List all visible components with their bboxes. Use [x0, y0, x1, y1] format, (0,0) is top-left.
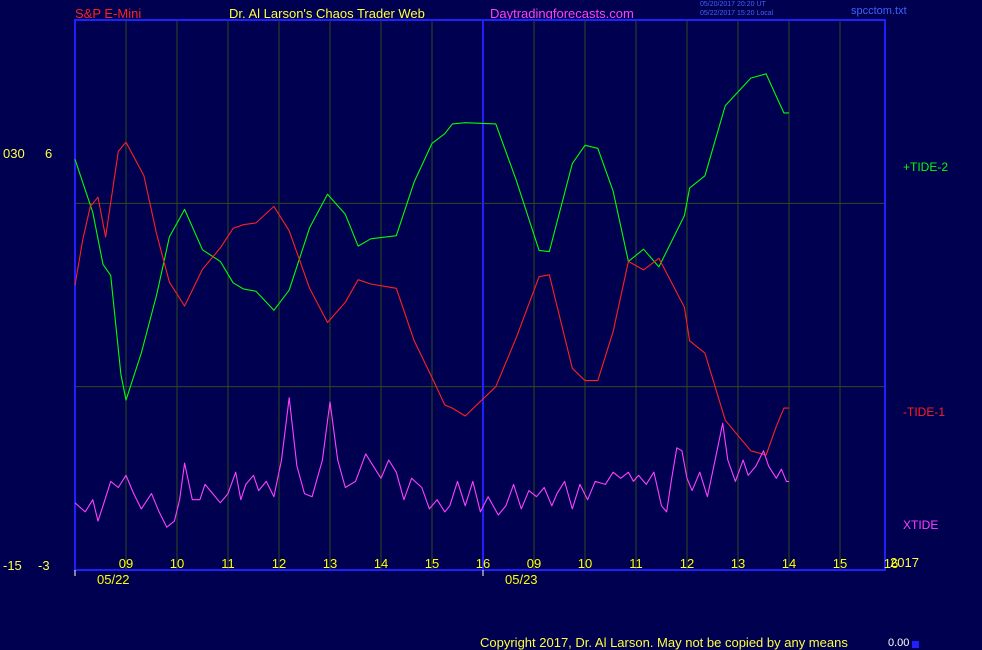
series-line-0 — [74, 73, 789, 401]
ut-timestamp: 05/20/2017 20:20 UT — [700, 1, 766, 8]
chart-title: Dr. Al Larson's Chaos Trader Web — [229, 6, 425, 21]
x-tick-label: 15 — [833, 556, 847, 571]
date-label: 05/23 — [505, 572, 538, 587]
left-axis-bottom-a: -15 — [3, 558, 22, 573]
x-tick-label: 10 — [578, 556, 592, 571]
tide1-legend: -TIDE-1 — [903, 405, 945, 419]
x-tick-label: 11 — [629, 556, 643, 571]
x-tick-label: 09 — [119, 556, 133, 571]
symbol-label: S&P E-Mini — [75, 6, 142, 21]
series-line-1 — [74, 141, 789, 456]
x-tick-label: 09 — [527, 556, 541, 571]
xtide-legend: XTIDE — [903, 518, 939, 532]
x-tick-label: 16 — [884, 556, 898, 571]
series-line-2 — [74, 397, 789, 528]
x-tick-label: 13 — [731, 556, 745, 571]
x-tick-label: 16 — [476, 556, 490, 571]
x-tick-label: 14 — [374, 556, 388, 571]
copyright-text: Copyright 2017, Dr. Al Larson. May not b… — [480, 635, 848, 650]
x-tick-label: 13 — [323, 556, 337, 571]
date-label: 05/22 — [97, 572, 130, 587]
x-tick-label: 12 — [680, 556, 694, 571]
left-axis-bottom-b: -3 — [38, 558, 50, 573]
footer-square-icon — [912, 641, 919, 648]
x-tick-label: 15 — [425, 556, 439, 571]
grid-lines — [75, 19, 885, 570]
x-tick-label: 11 — [221, 556, 235, 571]
file-label: spcctom.txt — [851, 5, 907, 17]
local-timestamp: 05/22/2017 15:20 Local — [700, 10, 774, 17]
left-axis-top-b: 6 — [45, 146, 53, 161]
series-lines — [74, 73, 789, 528]
footer-value: 0.00 — [888, 637, 910, 649]
site-link[interactable]: Daytradingforecasts.com — [490, 6, 634, 21]
x-tick-labels: 09 10 11 12 13 14 15 16 09 10 11 12 13 14 15 16 05/22 05/… — [97, 556, 898, 587]
x-tick-label: 10 — [170, 556, 184, 571]
x-tick-label: 14 — [782, 556, 796, 571]
year-label: 2017 — [890, 555, 919, 570]
x-tick-label: 12 — [272, 556, 286, 571]
left-axis-top-a: 030 — [3, 146, 25, 161]
tide2-legend: +TIDE-2 — [903, 160, 949, 174]
plot-border — [74, 19, 886, 571]
chart-frame — [74, 19, 886, 576]
